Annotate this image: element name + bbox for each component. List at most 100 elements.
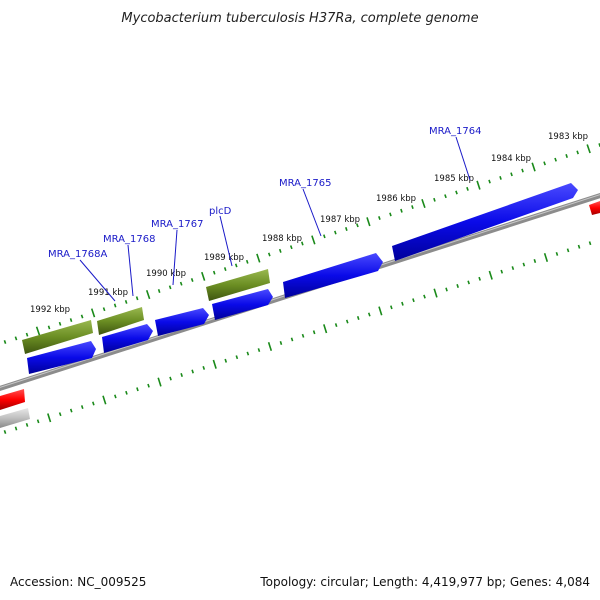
minor-tick bbox=[301, 333, 305, 338]
minor-tick bbox=[390, 305, 393, 310]
gene-blue-4[interactable] bbox=[212, 289, 273, 320]
minor-tick bbox=[36, 419, 40, 424]
gene-label-mra-1767[interactable]: MRA_1767 bbox=[151, 219, 203, 230]
minor-tick bbox=[3, 430, 7, 434]
gene-blue-1[interactable] bbox=[27, 341, 96, 374]
gene-blue-3[interactable] bbox=[155, 308, 209, 336]
tick-label: 1985 kbp bbox=[434, 174, 474, 184]
minor-tick bbox=[69, 408, 73, 413]
tick-label: 1984 kbp bbox=[491, 154, 531, 164]
gene-label-mra-1768[interactable]: MRA_1768 bbox=[103, 234, 155, 245]
major-tick bbox=[145, 290, 151, 300]
minor-tick bbox=[180, 373, 183, 377]
minor-tick bbox=[113, 303, 117, 308]
gene-mra-1765[interactable] bbox=[283, 253, 383, 298]
minor-tick bbox=[169, 376, 172, 381]
gene-grey-left[interactable] bbox=[0, 408, 30, 428]
minor-tick bbox=[455, 190, 458, 195]
minor-tick bbox=[411, 205, 414, 210]
major-tick bbox=[378, 306, 383, 316]
gene-label-mra-1765[interactable]: MRA_1765 bbox=[279, 178, 331, 189]
minor-tick bbox=[566, 248, 570, 253]
minor-tick bbox=[257, 348, 261, 353]
gene-label-mra-1768a[interactable]: MRA_1768A bbox=[48, 249, 107, 260]
tick-label: 1987 kbp bbox=[320, 215, 360, 225]
gene-mra-1767[interactable] bbox=[102, 324, 153, 353]
tick-label: 1986 kbp bbox=[376, 194, 416, 204]
major-tick bbox=[488, 270, 493, 280]
minor-tick bbox=[190, 278, 194, 282]
minor-tick bbox=[279, 340, 283, 345]
minor-tick bbox=[521, 168, 524, 173]
minor-tick bbox=[223, 267, 227, 272]
minor-tick bbox=[290, 337, 294, 342]
minor-tick bbox=[58, 412, 62, 417]
minor-tick bbox=[334, 230, 337, 235]
minor-tick bbox=[114, 394, 117, 399]
major-tick bbox=[433, 288, 438, 298]
gene-plcd[interactable] bbox=[206, 269, 270, 301]
tick-label: 1989 kbp bbox=[204, 253, 244, 263]
leader-mra-1768 bbox=[127, 244, 134, 297]
minor-tick bbox=[58, 321, 62, 326]
minor-tick bbox=[478, 276, 481, 281]
minor-tick bbox=[401, 301, 404, 306]
gene-red-right[interactable] bbox=[589, 201, 600, 215]
accession-text: Accession: NC_009525 bbox=[10, 575, 146, 589]
minor-tick bbox=[510, 172, 513, 177]
gene-red-left[interactable] bbox=[0, 389, 25, 410]
minor-tick bbox=[224, 358, 228, 363]
minor-tick bbox=[500, 269, 504, 274]
leader-mra-1767 bbox=[172, 229, 178, 286]
minor-tick bbox=[47, 325, 51, 330]
minor-tick bbox=[345, 227, 348, 231]
gene-mra-1764[interactable] bbox=[392, 183, 578, 261]
minor-tick bbox=[168, 285, 172, 290]
gene-mra-1768a[interactable] bbox=[22, 320, 93, 354]
minor-tick bbox=[488, 179, 491, 184]
minor-tick bbox=[202, 365, 206, 370]
minor-tick bbox=[356, 223, 359, 228]
minor-tick bbox=[3, 340, 7, 344]
minor-tick bbox=[367, 312, 371, 317]
minor-tick bbox=[125, 390, 128, 395]
minor-tick bbox=[312, 330, 316, 335]
minor-tick bbox=[80, 314, 84, 319]
minor-tick bbox=[588, 241, 592, 246]
lower-tick-row bbox=[3, 241, 592, 434]
minor-tick bbox=[555, 251, 559, 256]
upper-tick-row bbox=[3, 143, 600, 344]
major-tick bbox=[311, 235, 316, 245]
minor-tick bbox=[543, 161, 546, 166]
gene-label-leaders bbox=[79, 136, 471, 302]
minor-tick bbox=[267, 252, 271, 257]
minor-tick bbox=[245, 259, 249, 264]
minor-tick bbox=[301, 241, 304, 246]
minor-tick bbox=[533, 259, 537, 263]
minor-tick bbox=[554, 157, 557, 162]
gene-mra-1768[interactable] bbox=[97, 307, 144, 335]
minor-tick bbox=[323, 234, 326, 239]
minor-tick bbox=[69, 318, 73, 323]
gene-label-mra-1764[interactable]: MRA_1764 bbox=[429, 126, 481, 137]
minor-tick bbox=[423, 294, 426, 299]
minor-tick bbox=[289, 245, 293, 250]
gene-label-plcd[interactable]: plcD bbox=[209, 206, 232, 217]
minor-tick bbox=[92, 401, 95, 406]
minor-tick bbox=[466, 186, 469, 191]
minor-tick bbox=[334, 323, 338, 328]
minor-tick bbox=[278, 248, 282, 253]
minor-tick bbox=[147, 383, 150, 388]
minor-tick bbox=[499, 175, 502, 180]
map-title: Mycobacterium tuberculosis H37Ra, comple… bbox=[121, 11, 478, 26]
minor-tick bbox=[246, 351, 250, 356]
minor-tick bbox=[412, 298, 415, 303]
minor-tick bbox=[25, 332, 29, 337]
major-tick bbox=[47, 413, 52, 423]
tick-label: 1983 kbp bbox=[548, 132, 588, 142]
minor-tick bbox=[14, 426, 18, 431]
minor-tick bbox=[235, 355, 239, 360]
tick-label: 1992 kbp bbox=[30, 305, 70, 315]
major-tick bbox=[256, 253, 261, 263]
major-tick bbox=[323, 324, 328, 334]
